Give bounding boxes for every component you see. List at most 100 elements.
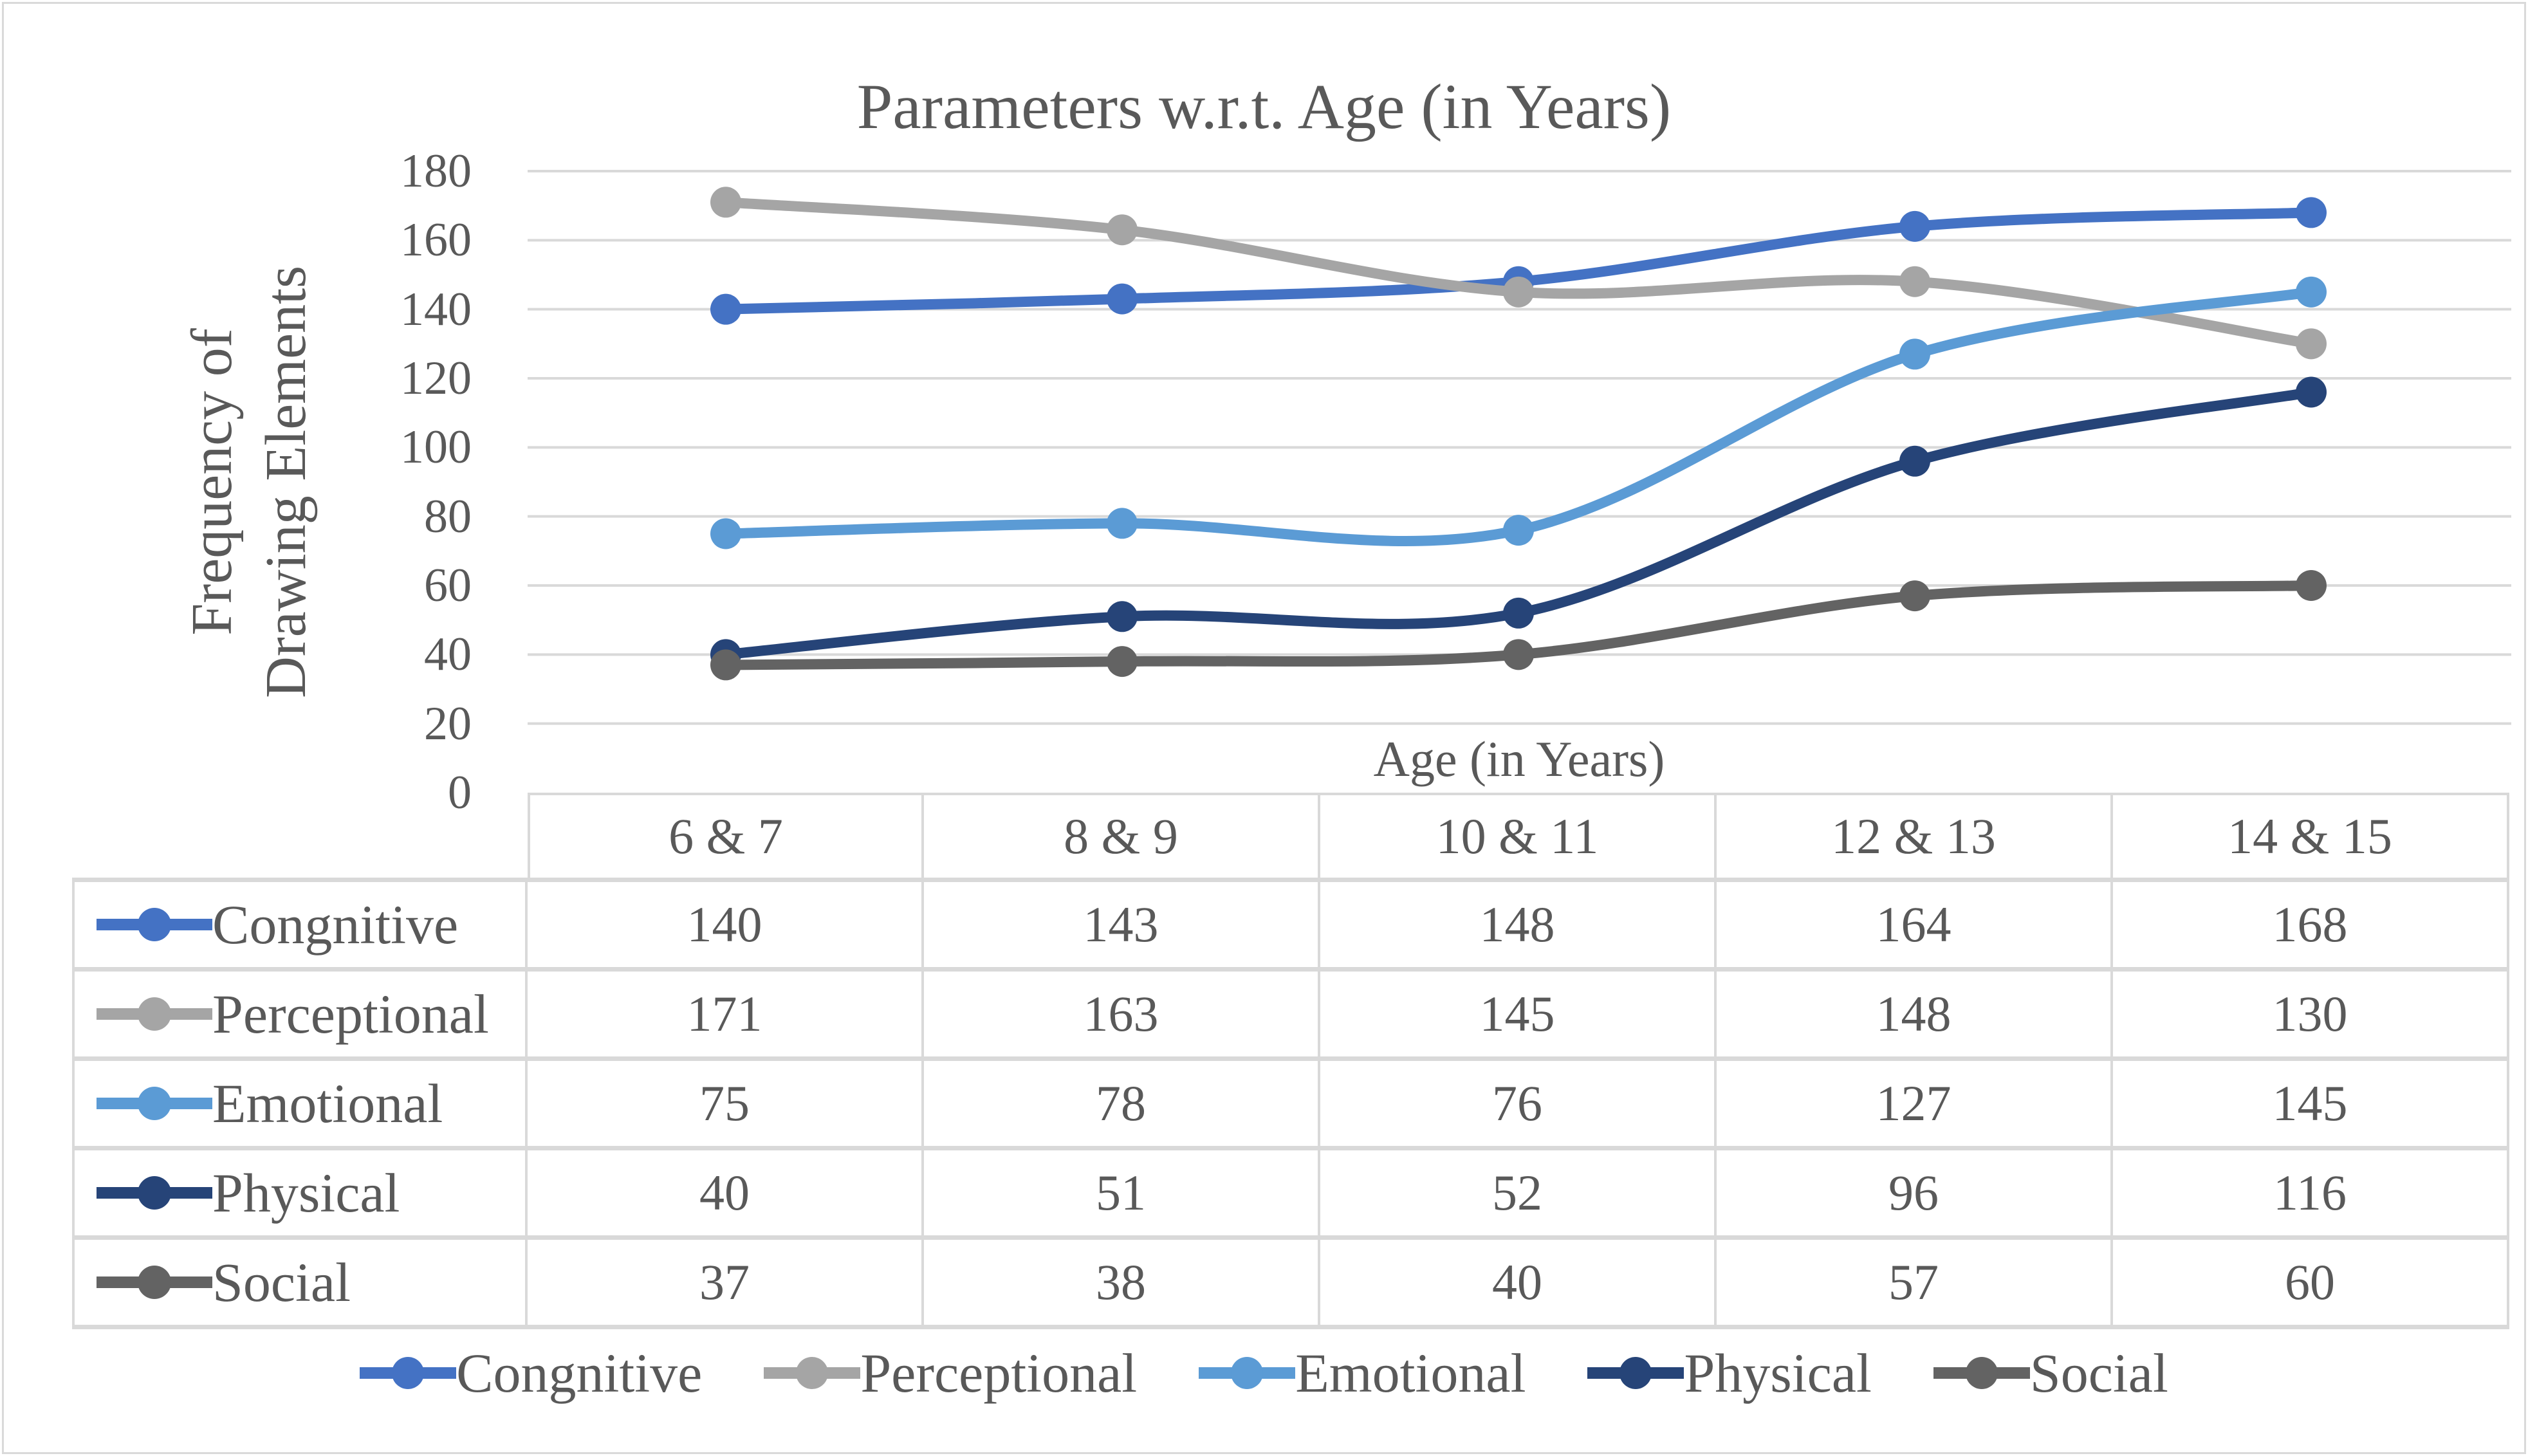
table-value-emotional-14 & 15: 145	[2113, 1061, 2509, 1150]
table-header-10 & 11: 10 & 11	[1320, 793, 1717, 882]
table-value-social-12 & 13: 57	[1717, 1240, 2113, 1329]
y-tick-40: 40	[424, 628, 472, 681]
table-value-congnitive-10 & 11: 148	[1320, 882, 1717, 972]
series-emotional	[710, 276, 2327, 549]
table-row-label-emotional: Emotional	[72, 1061, 528, 1150]
table-value-social-10 & 11: 40	[1320, 1240, 1717, 1329]
table-value-congnitive-8 & 9: 143	[924, 882, 1320, 972]
table-value-physical-10 & 11: 52	[1320, 1150, 1717, 1240]
legend-item-physical: Physical	[1587, 1341, 1872, 1405]
series-name-label: Perceptional	[212, 983, 489, 1045]
marker-social-10 & 11	[1503, 639, 1534, 670]
marker-perceptional-10 & 11	[1503, 276, 1534, 308]
table-row-label-congnitive: Congnitive	[72, 882, 528, 972]
x-axis-title: Age (in Years)	[1373, 731, 1665, 787]
table-value-social-8 & 9: 38	[924, 1240, 1320, 1329]
series-physical	[710, 376, 2327, 670]
table-row-label-social: Social	[72, 1240, 528, 1329]
legend-key-icon	[97, 908, 212, 941]
legend-item-emotional: Emotional	[1199, 1341, 1526, 1405]
marker-physical-14 & 15	[2296, 376, 2327, 408]
marker-emotional-8 & 9	[1107, 508, 1138, 539]
y-tick-100: 100	[400, 421, 472, 474]
marker-physical-10 & 11	[1503, 597, 1534, 629]
table-value-social-14 & 15: 60	[2113, 1240, 2509, 1329]
y-tick-20: 20	[424, 697, 472, 750]
table-value-congnitive-6 & 7: 140	[528, 882, 924, 972]
legend-key-icon	[97, 1176, 212, 1210]
table-header-14 & 15: 14 & 15	[2113, 793, 2509, 882]
chart-title: Parameters w.r.t. Age (in Years)	[856, 71, 1672, 142]
series-name-label: Congnitive	[212, 894, 459, 955]
legend-key-icon	[97, 997, 212, 1031]
table-value-congnitive-14 & 15: 168	[2113, 882, 2509, 972]
legend-key-icon	[1933, 1357, 2030, 1389]
marker-emotional-12 & 13	[1899, 338, 1930, 370]
legend-key-icon	[97, 1266, 212, 1299]
y-tick-120: 120	[400, 352, 472, 405]
table-value-emotional-8 & 9: 78	[924, 1061, 1320, 1150]
marker-perceptional-6 & 7	[710, 187, 741, 218]
marker-social-12 & 13	[1899, 580, 1930, 612]
y-tick-0: 0	[448, 766, 472, 819]
series-name-label: Physical	[212, 1162, 400, 1224]
marker-perceptional-14 & 15	[2296, 328, 2327, 360]
table-row-label-physical: Physical	[72, 1150, 528, 1240]
table-value-perceptional-10 & 11: 145	[1320, 972, 1717, 1061]
legend-label: Emotional	[1295, 1342, 1526, 1404]
table-value-physical-6 & 7: 40	[528, 1150, 924, 1240]
legend-label: Congnitive	[456, 1342, 703, 1404]
marker-physical-12 & 13	[1899, 445, 1930, 477]
table-header-8 & 9: 8 & 9	[924, 793, 1320, 882]
marker-emotional-6 & 7	[710, 518, 741, 549]
series-lines	[710, 187, 2327, 681]
y-tick-160: 160	[400, 214, 472, 267]
y-tick-140: 140	[400, 282, 472, 336]
table-value-perceptional-12 & 13: 148	[1717, 972, 2113, 1061]
marker-congnitive-14 & 15	[2296, 197, 2327, 228]
table-value-perceptional-6 & 7: 171	[528, 972, 924, 1061]
table-value-emotional-10 & 11: 76	[1320, 1061, 1717, 1150]
table-value-physical-14 & 15: 116	[2113, 1150, 2509, 1240]
legend-key-icon	[97, 1087, 212, 1120]
legend-item-social: Social	[1933, 1341, 2168, 1405]
table-value-congnitive-12 & 13: 164	[1717, 882, 2113, 972]
y-tick-180: 180	[400, 145, 472, 198]
marker-congnitive-8 & 9	[1107, 283, 1138, 315]
marker-emotional-14 & 15	[2296, 276, 2327, 308]
y-tick-60: 60	[424, 559, 472, 612]
table-value-emotional-12 & 13: 127	[1717, 1061, 2113, 1150]
legend-key-icon	[1587, 1357, 1684, 1389]
table-corner-cell	[72, 793, 528, 882]
marker-congnitive-6 & 7	[710, 293, 741, 325]
series-name-label: Social	[212, 1251, 351, 1313]
marker-congnitive-12 & 13	[1899, 210, 1930, 242]
legend-key-icon	[764, 1357, 861, 1389]
table-value-perceptional-14 & 15: 130	[2113, 972, 2509, 1061]
marker-perceptional-12 & 13	[1899, 266, 1930, 297]
marker-physical-8 & 9	[1107, 601, 1138, 632]
marker-social-8 & 9	[1107, 646, 1138, 677]
table-header-12 & 13: 12 & 13	[1717, 793, 2113, 882]
series-line-emotional	[721, 286, 2316, 546]
legend-key-icon	[360, 1357, 457, 1389]
legend-label: Perceptional	[860, 1342, 1138, 1404]
table-header-6 & 7: 6 & 7	[528, 793, 924, 882]
chart-legend: Congnitive Perceptional Emotional Physical S…	[0, 1340, 2528, 1406]
y-tick-80: 80	[424, 490, 472, 543]
series-perceptional	[710, 187, 2327, 360]
marker-social-6 & 7	[710, 649, 741, 681]
table-value-perceptional-8 & 9: 163	[924, 972, 1320, 1061]
legend-key-icon	[1199, 1357, 1296, 1389]
legend-item-perceptional: Perceptional	[764, 1341, 1137, 1405]
table-row-label-perceptional: Perceptional	[72, 972, 528, 1061]
marker-perceptional-8 & 9	[1107, 214, 1138, 246]
legend-label: Social	[2029, 1342, 2168, 1404]
table-value-physical-8 & 9: 51	[924, 1150, 1320, 1240]
table-value-social-6 & 7: 37	[528, 1240, 924, 1329]
legend-item-congnitive: Congnitive	[360, 1341, 702, 1405]
marker-social-14 & 15	[2296, 570, 2327, 601]
table-value-physical-12 & 13: 96	[1717, 1150, 2113, 1240]
